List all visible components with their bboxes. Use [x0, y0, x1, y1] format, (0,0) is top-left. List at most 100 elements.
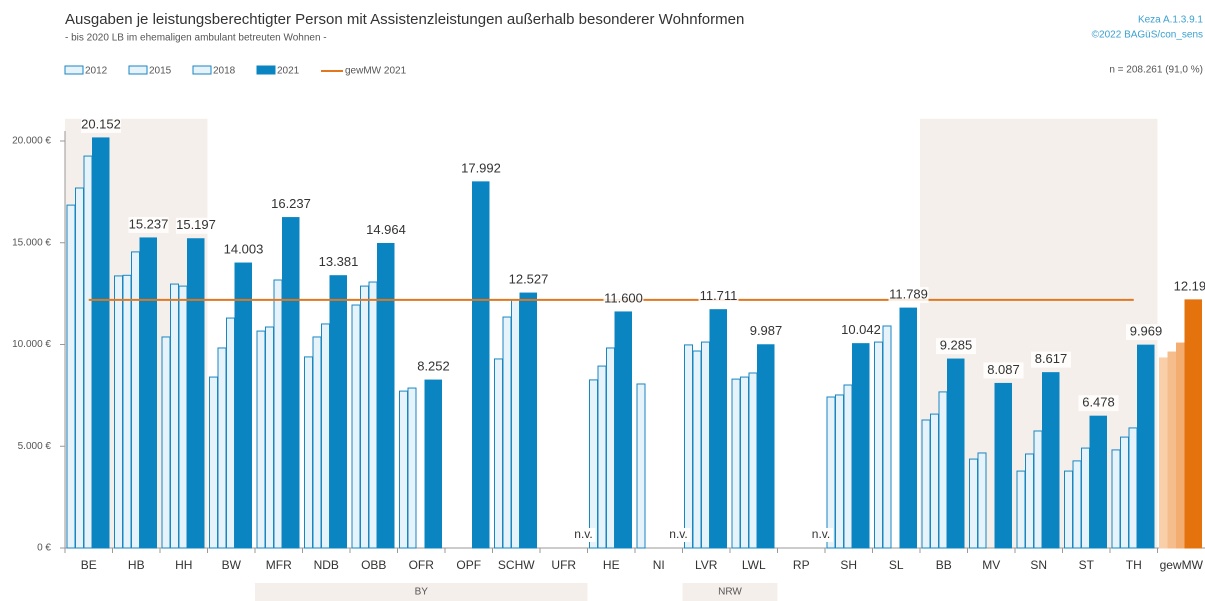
annotation: n.v. — [574, 527, 592, 541]
x-tick-label: BB — [936, 558, 952, 572]
bar — [187, 238, 205, 549]
bar — [589, 379, 598, 549]
bar — [882, 325, 892, 549]
bar — [424, 379, 442, 549]
x-tick-label: SN — [1030, 558, 1047, 572]
y-tick-label: 20.000 € — [12, 136, 51, 147]
x-tick-label: TH — [1126, 558, 1142, 572]
label-bg — [223, 242, 264, 259]
legend-label: gewMW 2021 — [345, 66, 407, 77]
copyright: ©2022 BAGüS/con_sens — [1092, 30, 1203, 41]
bar — [852, 343, 870, 549]
y-tick-label: 15.000 € — [12, 237, 51, 248]
x-tick-label: gewMW — [1160, 558, 1204, 572]
x-tick-label: SL — [889, 558, 904, 572]
legend-swatch — [256, 65, 276, 75]
bar — [304, 356, 313, 549]
data-label: 9.987 — [750, 323, 783, 338]
data-label: 15.197 — [176, 217, 216, 232]
y-tick-label: 0 € — [37, 543, 51, 554]
data-label: 10.042 — [841, 322, 881, 337]
bar — [1089, 415, 1107, 549]
bar — [265, 326, 274, 549]
annotation: n.v. — [812, 527, 830, 541]
group-band — [682, 583, 778, 601]
chart-title: Ausgaben je leistungsberechtigter Person… — [65, 11, 744, 28]
data-label: 14.964 — [366, 222, 406, 237]
label-bg — [809, 528, 833, 542]
bar — [351, 304, 361, 549]
bar — [930, 413, 939, 549]
bar — [1159, 357, 1168, 549]
label-bg — [698, 288, 739, 305]
bar — [1128, 427, 1138, 549]
bar — [757, 344, 775, 549]
x-tick-label: UFR — [551, 558, 576, 572]
bar — [226, 317, 235, 549]
y-tick-label: 10.000 € — [12, 339, 51, 350]
bar — [684, 344, 693, 549]
source: Keza A.1.3.9.1 — [1138, 15, 1203, 26]
bar — [606, 347, 615, 549]
x-tick-label: BW — [222, 558, 242, 572]
bar — [692, 350, 702, 549]
bar — [1184, 299, 1202, 549]
bar — [519, 292, 537, 549]
bar — [399, 390, 408, 549]
bar — [614, 311, 632, 549]
bar — [75, 187, 84, 549]
bar — [636, 383, 646, 549]
bar — [83, 155, 93, 549]
bar — [282, 217, 300, 549]
bar — [969, 458, 978, 549]
group-label: BY — [415, 587, 429, 598]
data-label: 8.617 — [1035, 351, 1068, 366]
bar — [122, 274, 132, 549]
bar — [234, 262, 252, 549]
bar — [938, 391, 948, 549]
x-tick-label: MFR — [266, 558, 292, 572]
bar — [178, 285, 188, 549]
bar — [217, 347, 227, 549]
bar — [170, 283, 179, 549]
data-label: 11.711 — [700, 288, 738, 303]
bar — [1167, 351, 1177, 549]
data-label: 17.992 — [461, 160, 501, 175]
bar — [1016, 470, 1026, 549]
label-bg — [888, 287, 929, 304]
bar — [977, 452, 987, 549]
label-bg — [603, 290, 644, 307]
legend-label: 2018 — [213, 66, 236, 77]
bar — [407, 387, 417, 549]
bar — [377, 242, 395, 549]
data-label: 8.252 — [417, 359, 450, 374]
bar — [1176, 342, 1185, 549]
bar — [256, 330, 266, 549]
legend-label: 2012 — [85, 66, 108, 77]
bar — [368, 281, 378, 549]
label-bg — [81, 116, 121, 133]
bar — [92, 137, 110, 549]
data-label: 12.527 — [509, 272, 549, 287]
bar — [835, 394, 844, 549]
x-tick-label: MV — [982, 558, 1000, 572]
bar — [131, 251, 140, 549]
chart-subtitle: - bis 2020 LB im ehemaligen ambulant bet… — [65, 33, 327, 44]
bar — [1072, 460, 1082, 549]
label-bg — [571, 528, 596, 542]
label-bg — [746, 323, 786, 340]
x-tick-label: ST — [1079, 558, 1095, 572]
data-label: 8.087 — [987, 362, 1020, 377]
label-bg — [318, 254, 359, 271]
label-bg — [1031, 351, 1071, 368]
bar — [1025, 453, 1034, 549]
bar — [826, 396, 836, 549]
data-label: 12.193 — [1174, 278, 1205, 293]
x-tick-label: NI — [653, 558, 665, 572]
bar — [209, 376, 218, 549]
bar — [273, 279, 283, 549]
label-bg — [841, 322, 881, 339]
label-bg — [666, 528, 691, 542]
bar — [597, 365, 607, 549]
